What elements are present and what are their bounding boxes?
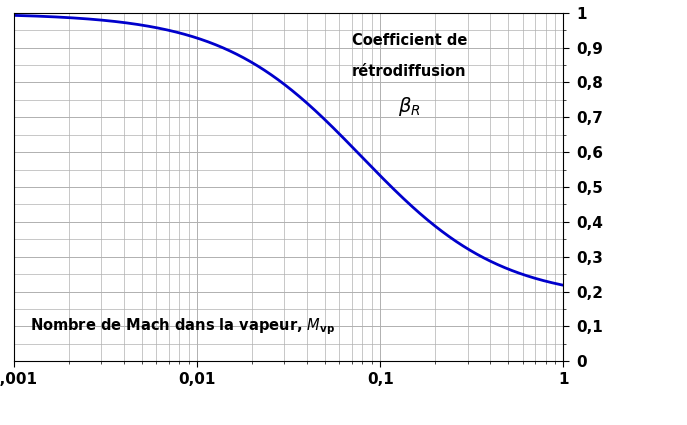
Text: $\beta_R$: $\beta_R$ [398,95,420,118]
Text: Coefficient de: Coefficient de [352,33,467,48]
Text: Nombre de Mach dans la vapeur, $\mathbf{\mathit{M}_{vp}}$: Nombre de Mach dans la vapeur, $\mathbf{… [30,316,335,337]
Text: rétrodiffusion: rétrodiffusion [352,65,466,79]
